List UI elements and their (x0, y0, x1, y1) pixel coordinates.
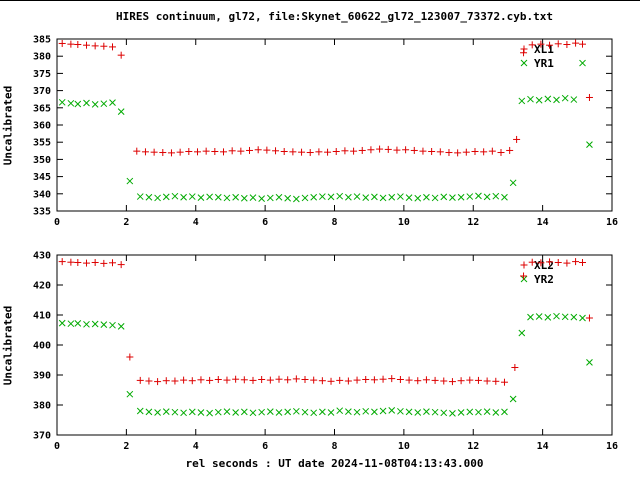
series-YR1-points (58, 59, 593, 203)
chart-title: HIRES continuum, gl72, file:Skynet_60622… (115, 10, 554, 23)
svg-text:355: 355 (33, 138, 51, 149)
x-axis-label: rel seconds : UT date 2024-11-08T04:13:4… (185, 457, 484, 470)
plot-border (56, 38, 613, 212)
svg-text:6: 6 (262, 217, 268, 228)
svg-text:4: 4 (193, 217, 199, 228)
svg-text:0: 0 (54, 217, 60, 228)
svg-text:345: 345 (33, 172, 51, 183)
svg-text:350: 350 (33, 155, 51, 166)
svg-text:390: 390 (33, 371, 51, 382)
svg-text:340: 340 (33, 189, 51, 200)
axis-ticks: 0 2 4 6 8 10 12 14 16 335 340 345 350 355 360 365 370 375… (33, 35, 618, 229)
svg-text:370: 370 (33, 86, 51, 97)
series-XL2-points (58, 258, 593, 386)
panel-1: 0 2 4 6 8 10 12 14 16 335 340 345 350 355 360 365 370 375… (33, 35, 618, 229)
series-YR2-points (58, 312, 593, 417)
svg-text:380: 380 (33, 52, 51, 63)
y-axis-label-bottom: Uncalibrated (1, 305, 15, 386)
svg-text:360: 360 (33, 121, 51, 132)
svg-text:YR1: YR1 (534, 57, 554, 70)
svg-text:14: 14 (537, 217, 549, 228)
plot-border (56, 254, 613, 436)
svg-text:4: 4 (193, 441, 199, 452)
svg-text:335: 335 (33, 207, 51, 218)
svg-text:2: 2 (123, 441, 129, 452)
svg-text:12: 12 (467, 441, 479, 452)
svg-text:385: 385 (33, 35, 51, 46)
svg-text:16: 16 (606, 441, 618, 452)
svg-text:370: 370 (33, 431, 51, 442)
svg-text:375: 375 (33, 69, 51, 80)
svg-text:430: 430 (33, 251, 51, 262)
svg-text:410: 410 (33, 311, 51, 322)
svg-text:420: 420 (33, 281, 51, 292)
series-XL1-points (58, 39, 593, 157)
svg-text:380: 380 (33, 401, 51, 412)
axis-ticks: 0 2 4 6 8 10 12 14 16 370 380 390 400 410 420 430 (33, 251, 618, 453)
svg-text:16: 16 (606, 217, 618, 228)
svg-text:365: 365 (33, 103, 51, 114)
svg-text:400: 400 (33, 341, 51, 352)
y-axis-label-top: Uncalibrated (1, 85, 15, 166)
svg-text:8: 8 (331, 217, 337, 228)
svg-text:2: 2 (123, 217, 129, 228)
svg-text:XL2: XL2 (534, 259, 554, 272)
svg-text:10: 10 (398, 217, 410, 228)
svg-text:10: 10 (398, 441, 410, 452)
svg-text:14: 14 (537, 441, 549, 452)
svg-text:6: 6 (262, 441, 268, 452)
svg-text:YR2: YR2 (534, 273, 554, 286)
svg-text:0: 0 (54, 441, 60, 452)
svg-text:8: 8 (331, 441, 337, 452)
svg-text:12: 12 (467, 217, 479, 228)
